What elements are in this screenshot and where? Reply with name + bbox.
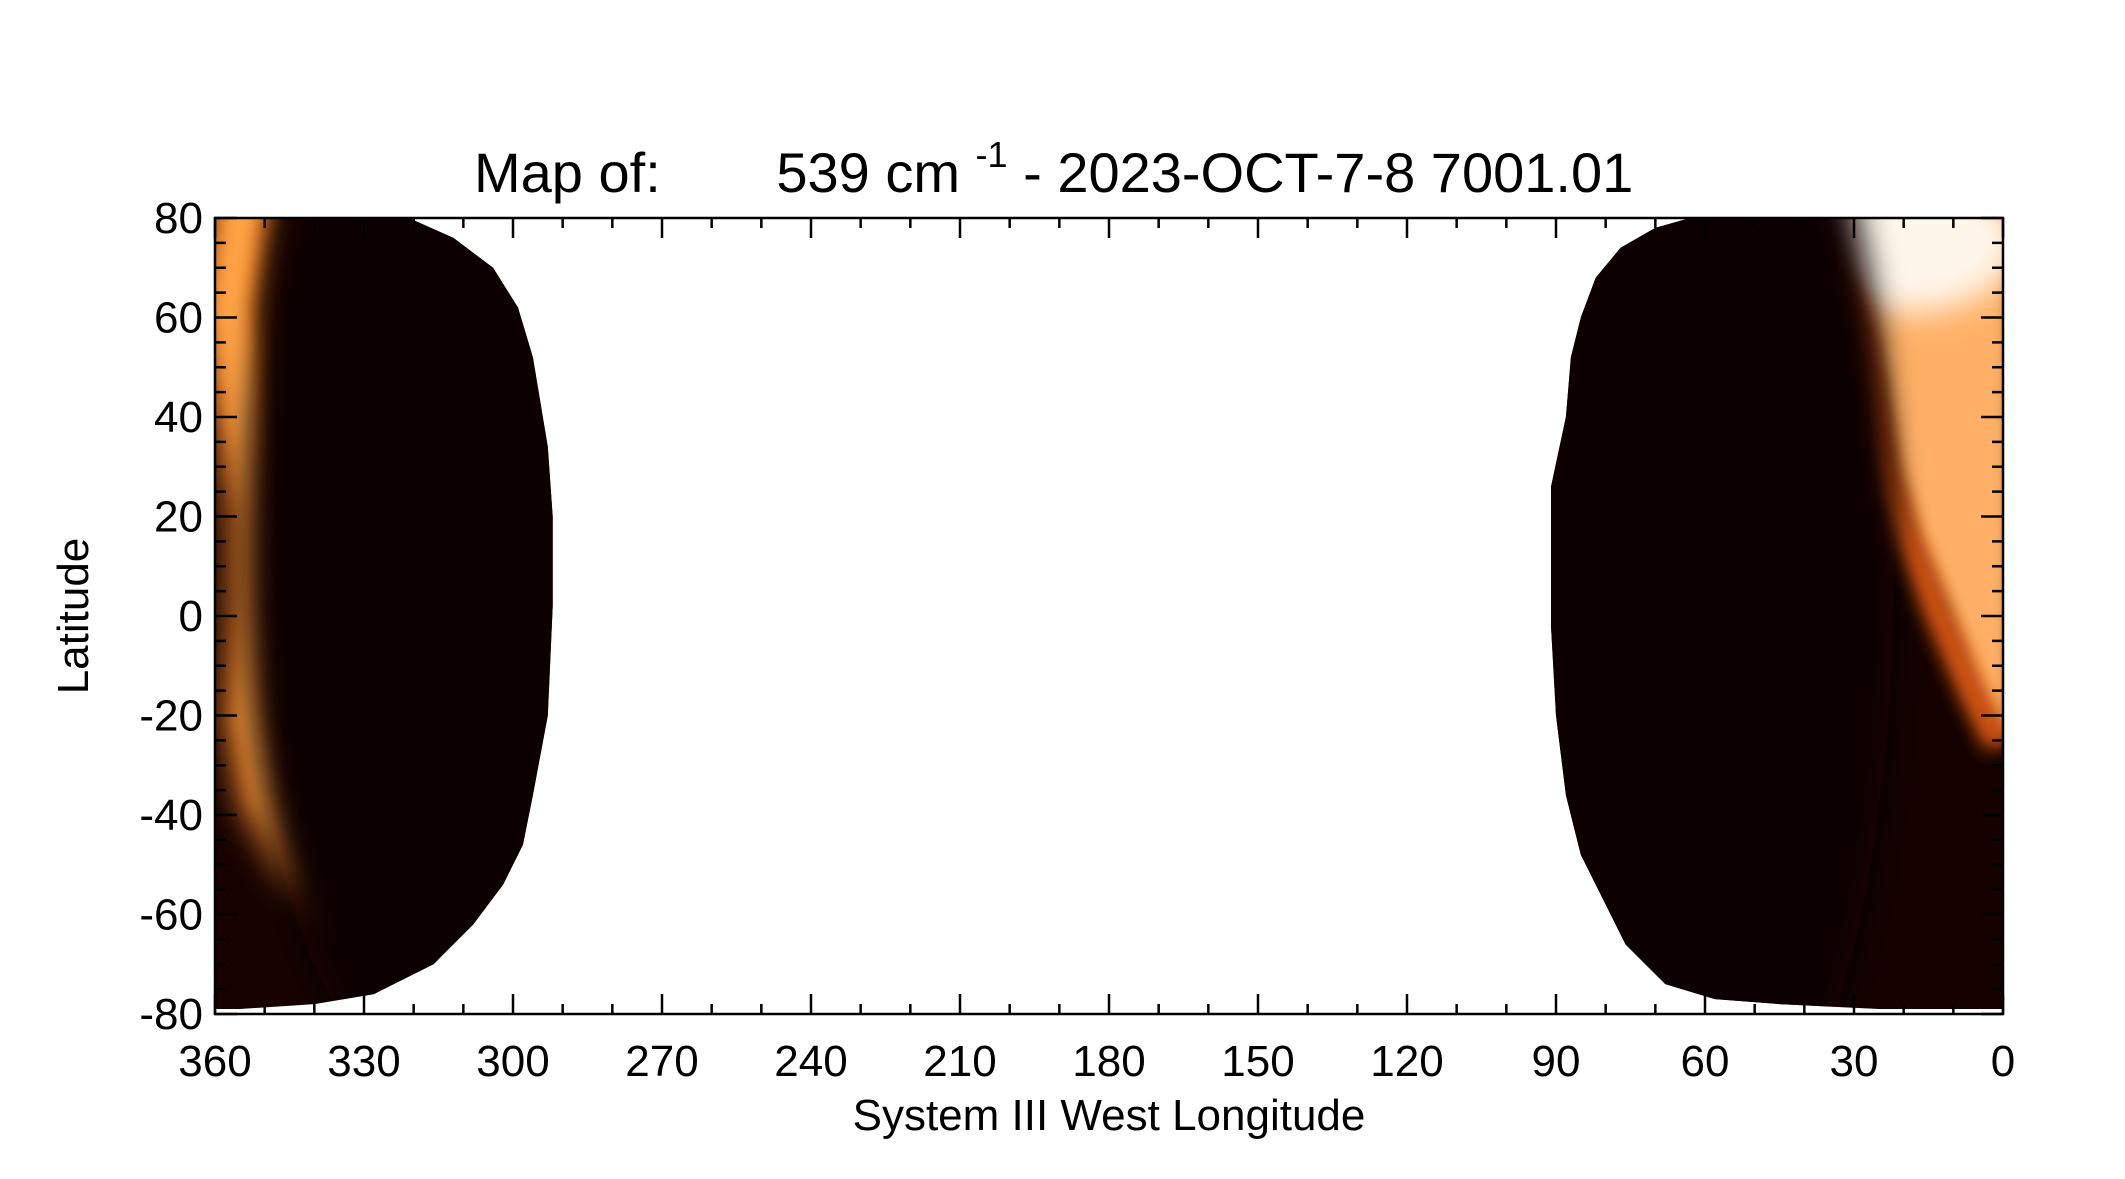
x-tick-label: 330 xyxy=(327,1037,400,1086)
x-tick-label: 90 xyxy=(1532,1037,1581,1086)
y-tick-label: 20 xyxy=(154,493,203,542)
x-axis-label: System III West Longitude xyxy=(853,1091,1366,1140)
y-tick-label: 60 xyxy=(154,294,203,343)
x-tick-label: 150 xyxy=(1221,1037,1294,1086)
x-tick-label: 0 xyxy=(1991,1037,2015,1086)
x-tick-label: 120 xyxy=(1370,1037,1443,1086)
x-tick-label: 210 xyxy=(923,1037,996,1086)
axis-ticks xyxy=(213,216,2005,1016)
y-tick-label: 40 xyxy=(154,393,203,442)
title-prefix: Map of: xyxy=(474,141,661,204)
x-tick-label: 270 xyxy=(625,1037,698,1086)
y-tick-label: -40 xyxy=(139,791,203,840)
y-axis-label: Latitude xyxy=(49,538,98,695)
x-tick-label: 300 xyxy=(476,1037,549,1086)
x-tick-label: 360 xyxy=(178,1037,251,1086)
y-tick-label: 80 xyxy=(154,194,203,243)
x-tick-label: 60 xyxy=(1681,1037,1730,1086)
y-tick-label: -20 xyxy=(139,692,203,741)
x-tick-label: 30 xyxy=(1830,1037,1879,1086)
y-tick-labels: 80 60 40 20 0 -20 -40 -60 -80 xyxy=(139,194,203,1039)
y-tick-label: -80 xyxy=(139,990,203,1039)
title-superscript: -1 xyxy=(976,134,1008,175)
y-tick-label: 0 xyxy=(179,592,203,641)
y-tick-label: -60 xyxy=(139,891,203,940)
x-tick-label: 180 xyxy=(1072,1037,1145,1086)
chart-title: Map of: 539 cm -1 - 2023-OCT-7-8 7001.01 xyxy=(474,116,1633,204)
title-suffix: - 2023-OCT-7-8 7001.01 xyxy=(1023,141,1633,204)
x-tick-label: 240 xyxy=(774,1037,847,1086)
title-value: 539 cm xyxy=(776,141,960,204)
x-tick-labels: 360 330 300 270 240 210 180 150 120 90 60 30 0 xyxy=(178,1037,2015,1086)
